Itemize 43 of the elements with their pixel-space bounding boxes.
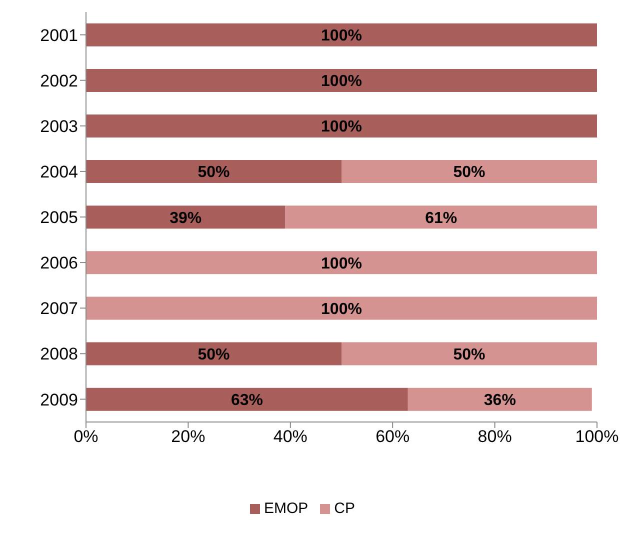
bar	[86, 251, 597, 274]
bar	[86, 23, 597, 46]
bar	[342, 160, 597, 184]
data-label: 63%	[230, 392, 263, 410]
y-tick-label: 2009	[40, 390, 78, 410]
bar	[86, 114, 597, 138]
data-label: 36%	[484, 392, 516, 410]
y-tick-label: 2005	[40, 208, 78, 228]
y-tick-label: 2001	[40, 26, 78, 45]
data-label: 50%	[453, 164, 486, 182]
x-tick-label: 60%	[376, 427, 410, 446]
bar	[86, 388, 408, 411]
bar	[408, 388, 592, 411]
bar	[86, 160, 342, 184]
x-tick-label: 40%	[273, 427, 308, 446]
data-label: 100%	[321, 255, 362, 272]
data-label: 61%	[425, 210, 458, 227]
x-tick-label: 0%	[74, 427, 98, 446]
data-label: 50%	[453, 346, 486, 364]
bar	[86, 68, 597, 92]
legend-label: EMOP	[264, 500, 308, 517]
y-tick-label: 2003	[40, 116, 78, 136]
y-tick-label: 2002	[40, 71, 78, 90]
y-tick-label: 2008	[40, 344, 78, 364]
x-tick-label: 100%	[575, 427, 619, 446]
bar	[285, 206, 597, 229]
bar	[86, 296, 597, 320]
data-label: 50%	[198, 346, 230, 364]
data-label: 50%	[198, 164, 230, 182]
bar	[86, 342, 342, 366]
data-label: 39%	[170, 210, 202, 227]
x-tick-label: 80%	[478, 427, 512, 446]
bar	[342, 342, 597, 366]
data-label: 100%	[321, 73, 362, 90]
data-label: 100%	[321, 118, 362, 136]
y-tick-label: 2007	[40, 299, 78, 318]
y-tick-label: 2004	[40, 162, 78, 182]
data-label: 100%	[321, 28, 362, 45]
data-label: 100%	[321, 300, 362, 318]
bar	[86, 206, 286, 229]
legend-label: CP	[334, 500, 356, 517]
y-tick-label: 2006	[40, 254, 78, 273]
x-tick-label: 20%	[171, 427, 206, 446]
